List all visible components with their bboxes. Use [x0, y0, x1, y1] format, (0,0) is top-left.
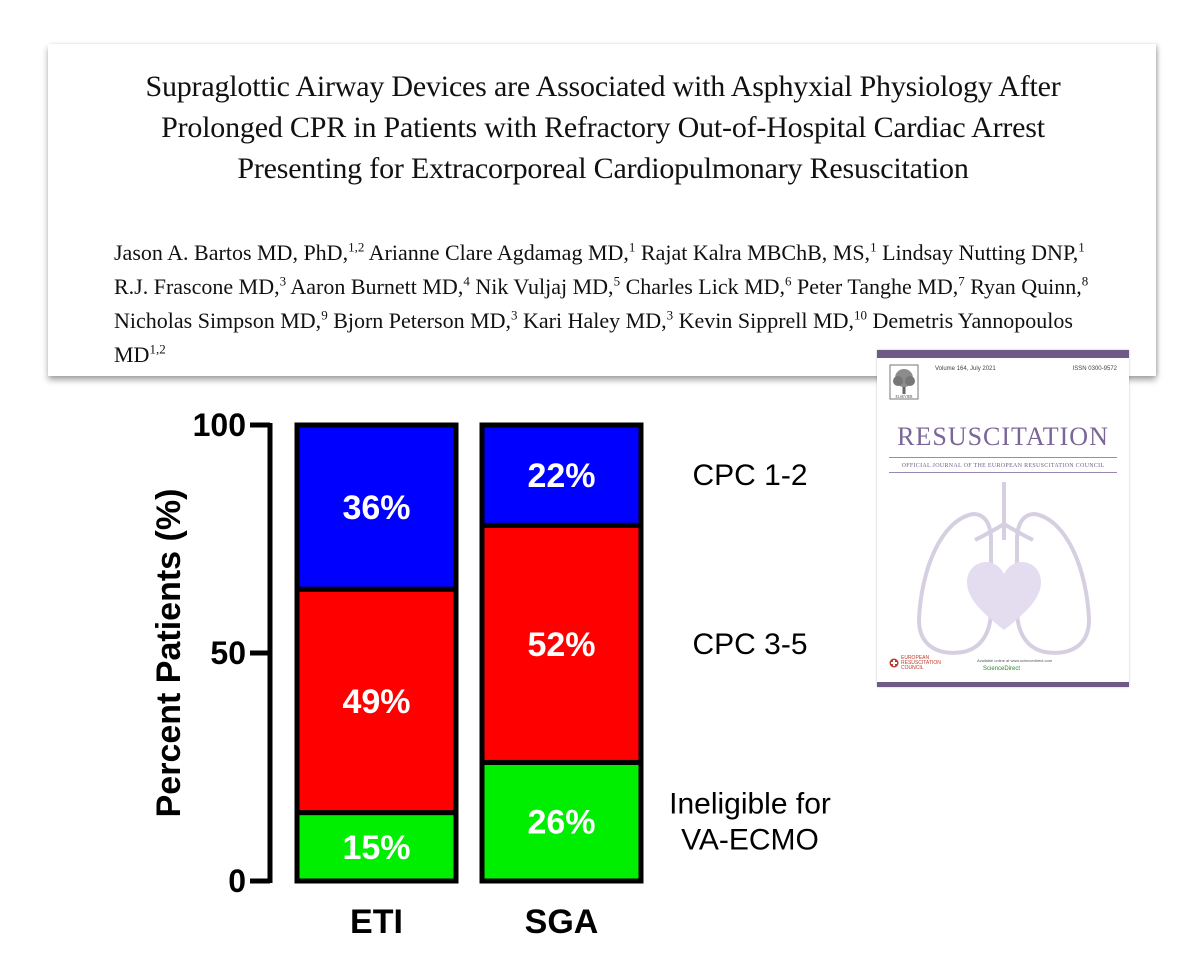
cover-rule [889, 457, 1117, 458]
author-affiliation: 7 [958, 273, 965, 289]
author-affiliation: 1,2 [348, 239, 365, 255]
author: Nik Vuljaj MD, [475, 274, 614, 299]
author-affiliation: 9 [321, 307, 328, 323]
author: Rajat Kalra MBChB, MS, [640, 240, 871, 265]
sciencedirect-logo: ScienceDirect [983, 666, 1021, 672]
author: Demetris Yannopoulos MD [114, 308, 1073, 367]
cover-top-bar [877, 350, 1129, 358]
legend-label: CPC 3-5 [692, 628, 807, 661]
author: R.J. Frascone MD, [114, 274, 280, 299]
cover-rule [889, 472, 1117, 473]
author-affiliation: 4 [463, 273, 470, 289]
author: Kari Haley MD, [523, 308, 667, 333]
legend-label: CPC 1-2 [692, 459, 807, 492]
author-affiliation: 1 [628, 239, 636, 255]
bar-segment [294, 422, 459, 592]
author: Nicholas Simpson MD, [114, 308, 322, 333]
author-affiliation: 1 [870, 239, 877, 255]
journal-cover: ELSEVIER Volume 164, July 2021 ISSN 0300… [877, 350, 1129, 687]
author: Lindsay Nutting DNP, [882, 240, 1079, 265]
legend-label: Ineligible for [669, 788, 831, 821]
bar-segment [294, 586, 459, 816]
y-tick-label: 100 [193, 407, 246, 443]
legend-label: VA-ECMO [681, 824, 819, 857]
bar-value-label: 15% [342, 829, 410, 867]
bar-value-label: 22% [527, 457, 595, 495]
journal-name: RESUSCITATION [897, 422, 1109, 451]
elsevier-tree-icon: ELSEVIER [889, 364, 919, 400]
bar-value-label: 52% [527, 626, 595, 664]
cover-issn: ISSN 0300-9572 [1072, 366, 1117, 372]
y-tick-label: 50 [210, 635, 246, 671]
author: Charles Lick MD, [625, 274, 786, 299]
author-list: Jason A. Bartos MD, PhD,1,2 Arianne Clar… [114, 236, 1114, 372]
author: Ryan Quinn, [970, 274, 1082, 299]
author: Arianne Clare Agdamag MD, [368, 240, 629, 265]
author-affiliation: 3 [511, 307, 518, 323]
author: Peter Tanghe MD, [797, 274, 959, 299]
publisher-name: ELSEVIER [896, 395, 914, 399]
author: Aaron Burnett MD, [290, 274, 464, 299]
erc-name: EUROPEAN RESUSCITATION COUNCIL [901, 655, 941, 671]
author-affiliation: 8 [1081, 273, 1089, 289]
bar-value-label: 26% [527, 804, 595, 842]
bar-value-label: 36% [342, 489, 410, 527]
author: Kevin Sipprell MD, [678, 308, 854, 333]
cover-online-text: Available online at www.sciencedirect.co… [977, 658, 1053, 663]
journal-subtitle: OFFICIAL JOURNAL OF THE EUROPEAN RESUSCI… [901, 463, 1105, 469]
stacked-bar-chart: 0 50 100 Percent Patients (%) 15% 49% 36% ETI 26… [150, 407, 831, 941]
cover-bottom-bar [877, 682, 1129, 687]
paper-title: Supraglottic Airway Devices are Associat… [145, 70, 1061, 185]
x-category-label: ETI [350, 903, 403, 941]
author-affiliation: 10 [853, 307, 867, 323]
author-affiliation: 1 [1078, 239, 1085, 255]
y-axis-label: Percent Patients (%) [150, 489, 188, 818]
cover-issue: Volume 164, July 2021 [935, 366, 996, 372]
bar-segment [479, 522, 644, 765]
x-category-label: SGA [525, 903, 599, 941]
erc-logo-icon [889, 658, 899, 668]
y-tick-label: 0 [228, 863, 246, 899]
paper-header-card: Supraglottic Airway Devices are Associat… [48, 44, 1156, 376]
author-affiliation: 3 [279, 273, 287, 289]
bar-value-label: 49% [342, 683, 410, 721]
bar-segment [479, 422, 644, 528]
author-affiliation: 5 [613, 273, 621, 289]
lungs-heart-illustration [916, 482, 1092, 655]
author: Bjorn Peterson MD, [333, 308, 512, 333]
author-affiliation: 6 [785, 273, 792, 289]
author-affiliation: 3 [666, 307, 674, 323]
author: Jason A. Bartos MD, PhD, [114, 240, 349, 265]
author-affiliation: 1,2 [149, 341, 166, 357]
